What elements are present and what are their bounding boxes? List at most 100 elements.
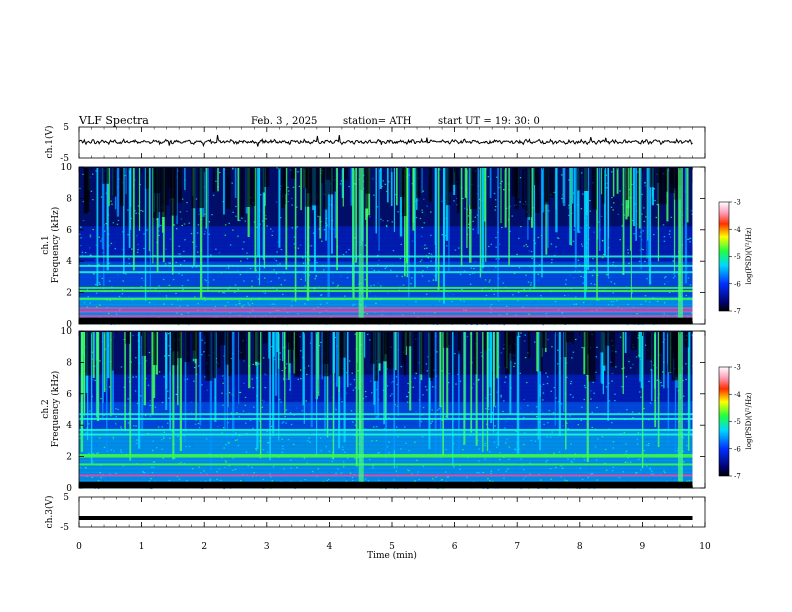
spectro-speckle <box>526 381 528 384</box>
spectro-speckle <box>484 397 487 399</box>
spectro-speckle <box>234 439 237 441</box>
spectro-speckle <box>451 472 454 474</box>
spectro-speckle <box>328 450 331 452</box>
spectro-speckle <box>235 304 237 306</box>
spectro-speckle <box>178 323 180 326</box>
spectro-speckle <box>306 462 308 464</box>
spectro-speckle <box>80 237 82 239</box>
spectro-speckle <box>83 302 86 304</box>
spectro-gap <box>549 168 554 198</box>
spectro-speckle <box>357 370 359 372</box>
spectro-sferic <box>457 332 460 453</box>
spectro-speckle <box>197 309 199 311</box>
spectro-speckle <box>306 373 308 376</box>
spectro-speckle <box>468 457 470 459</box>
spectro-speckle <box>523 451 525 454</box>
spectro-gap <box>671 332 679 381</box>
spectro-sferic <box>199 332 202 426</box>
spectro-speckle <box>440 281 443 283</box>
spectro-speckle <box>605 448 607 451</box>
spectro-speckle <box>186 210 188 213</box>
spectro-speckle <box>428 252 430 255</box>
spectro-speckle <box>395 193 397 196</box>
spectro-speckle <box>289 412 292 414</box>
spectro-sferic <box>304 168 306 282</box>
spectro-speckle <box>619 336 622 338</box>
spectro-speckle <box>236 407 238 409</box>
spectro-speckle <box>379 478 382 480</box>
spectro-sferic <box>533 168 536 290</box>
spectro-speckle <box>269 487 272 490</box>
spectro-speckle <box>623 431 626 434</box>
spectro-speckle <box>542 392 545 394</box>
spectro-speckle <box>373 284 375 286</box>
spectro-speckle <box>627 252 629 254</box>
spectro-speckle <box>275 309 278 311</box>
spectro-gap <box>317 168 321 217</box>
spectro-speckle <box>452 442 455 445</box>
spectro-gap <box>405 332 412 347</box>
spectro-speckle <box>482 471 484 474</box>
spectro-speckle <box>586 477 588 479</box>
spectro-speckle <box>567 294 570 296</box>
spectro-sferic <box>93 332 96 361</box>
spectro-speckle <box>594 446 597 448</box>
spectro-speckle <box>386 220 389 222</box>
spectro-sferic <box>365 168 368 299</box>
spectro-speckle <box>625 286 628 288</box>
spectro-speckle <box>198 427 201 429</box>
spectro-speckle <box>421 226 424 229</box>
spectro-speckle <box>222 382 224 384</box>
spectro-speckle <box>417 199 419 201</box>
spectro-speckle <box>506 313 508 315</box>
spectro-speckle <box>364 305 367 307</box>
spectro-speckle <box>418 478 421 481</box>
spectro-speckle <box>489 296 491 298</box>
spectro-speckle <box>626 461 629 463</box>
spectro-speckle <box>166 422 169 424</box>
spectro-speckle <box>421 258 423 261</box>
spectro-speckle <box>225 461 228 463</box>
spectro-speckle <box>110 449 112 451</box>
spectro-speckle <box>204 299 206 301</box>
spectro-sferic <box>497 332 500 446</box>
spectro-speckle <box>641 239 643 241</box>
spectro-speckle <box>264 214 267 217</box>
spectro-sferic <box>464 332 466 420</box>
spectro-speckle <box>575 487 578 490</box>
spectro-sferic <box>601 332 604 384</box>
spectro-speckle <box>580 243 583 245</box>
spectro-speckle <box>91 476 94 479</box>
spectro-speckle <box>163 376 165 378</box>
spectro-speckle <box>422 270 424 272</box>
spectro-speckle <box>534 451 537 453</box>
spectro-speckle <box>634 309 637 311</box>
spectro-sferic <box>123 168 125 274</box>
spectro-sferic <box>350 168 353 206</box>
spectro-speckle <box>623 367 625 369</box>
spectro-sferic <box>687 332 690 353</box>
spectro-sferic <box>434 332 437 459</box>
spectro-speckle <box>588 469 591 471</box>
spectro-speckle <box>249 419 252 421</box>
spectro-speckle <box>173 224 176 226</box>
spectro-speckle <box>648 301 651 303</box>
spectro-sferic <box>383 332 386 425</box>
spectro-speckle <box>452 293 454 296</box>
spectro-sferic <box>641 332 644 468</box>
spectro-speckle <box>490 439 493 441</box>
spectro-speckle <box>269 476 272 478</box>
ch2-cb-ticklabel-1: -4 <box>734 391 741 399</box>
spectro-speckle <box>317 391 319 393</box>
spectro-speckle <box>397 487 399 490</box>
spectro-speckle <box>463 270 466 272</box>
spectro-speckle <box>537 273 540 275</box>
spectro-speckle <box>135 357 137 359</box>
spectro-speckle <box>412 386 415 388</box>
spectro-speckle <box>682 437 685 439</box>
spectro-speckle <box>137 205 140 207</box>
spectro-speckle <box>103 414 105 416</box>
spectro-speckle <box>571 357 573 359</box>
spectro-speckle <box>686 480 688 482</box>
spectro-speckle <box>414 312 417 314</box>
